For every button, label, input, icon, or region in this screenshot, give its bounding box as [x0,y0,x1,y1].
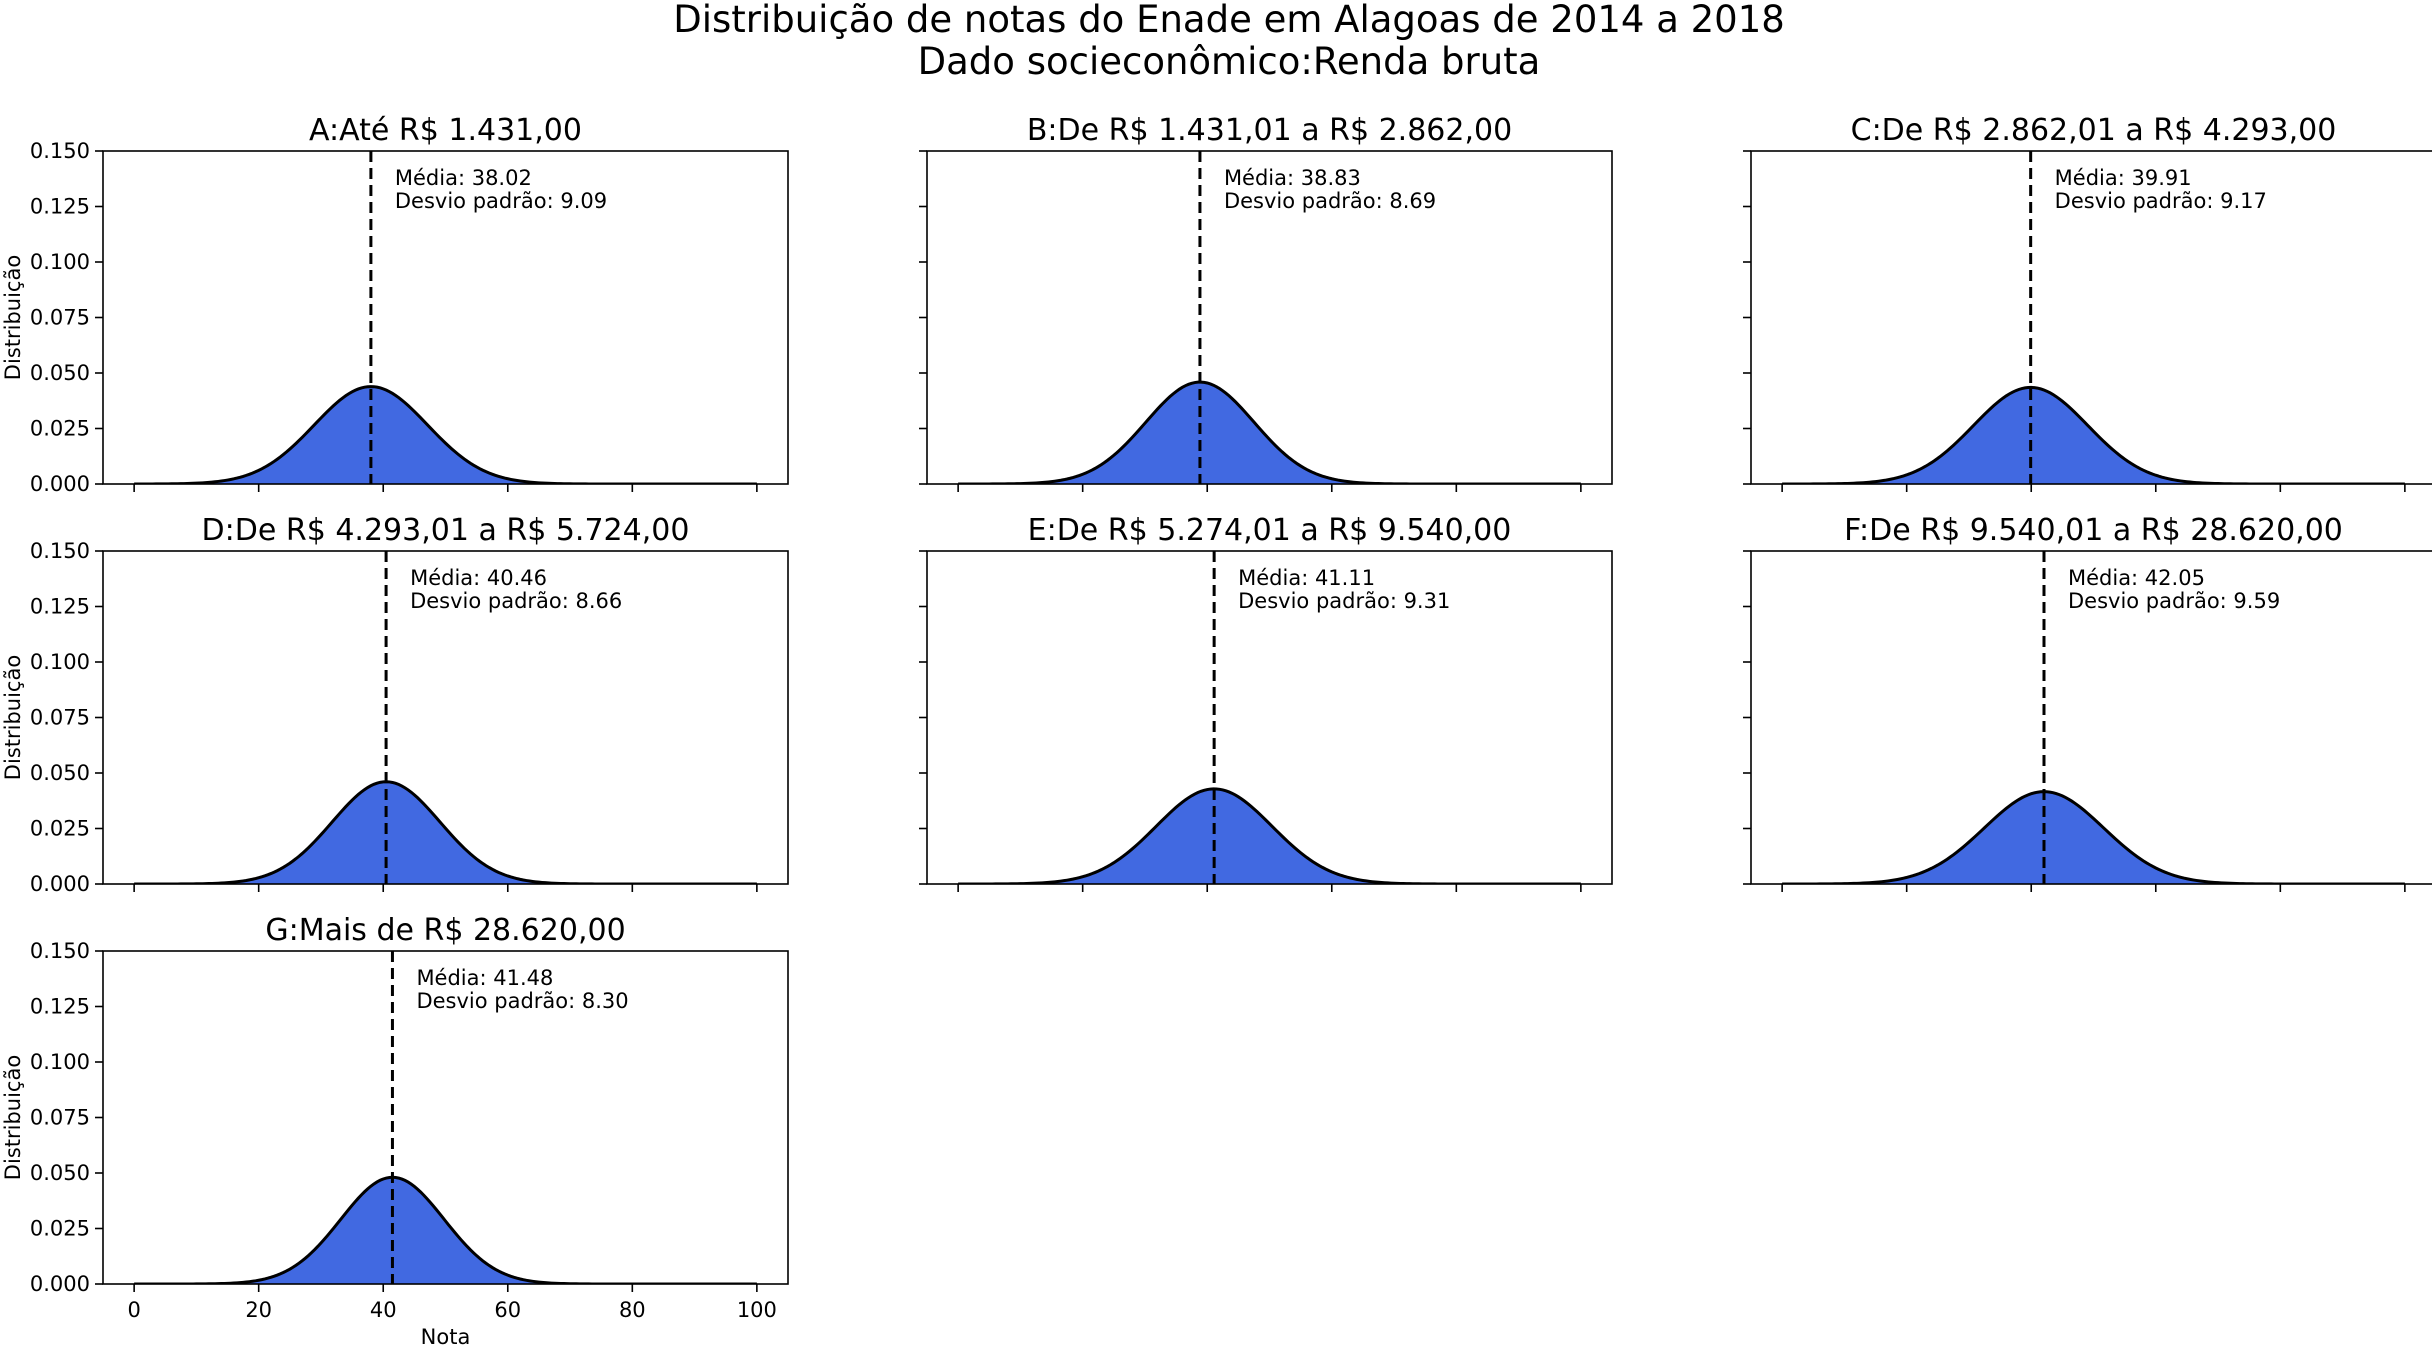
panel-a-density-area [134,386,757,484]
panel-g-density-curve [134,1175,757,1284]
panel-g: 0.000 0.025 0.050 0.075 0.100 0.125 0.150 0 20 40… [1,913,789,1349]
panel-g-density-area [134,1177,757,1284]
panel-a-ytick-label: 0.075 [30,306,90,330]
panel-a-mean-annotation: Média: 38.02 [395,166,532,190]
figure-title-line1: Distribuição de notas do Enade em Alagoa… [673,0,1785,41]
panel-d-ytick-label: 0.025 [30,817,90,841]
panel-e-title: E:De R$ 5.274,01 a R$ 9.540,00 [1028,513,1512,548]
panel-g-xtick-label: 40 [370,1298,397,1322]
panel-g-xlabel: Nota [421,1325,471,1349]
panel-g-ytick-label: 0.100 [30,1050,90,1074]
subplot-grid: 0.000 0.025 0.050 0.075 0.100 0.125 0.150 A:Até… [1,113,2432,1349]
panel-a-std-annotation: Desvio padrão: 9.09 [395,189,607,213]
panel-g-title: G:Mais de R$ 28.620,00 [265,913,625,948]
panel-g-xtick-label: 100 [737,1298,777,1322]
panel-a-ytick-label: 0.125 [30,195,90,219]
panel-g-xtick-label: 0 [127,1298,140,1322]
figure-title-line2: Dado socieconômico:Renda bruta [918,40,1541,83]
panel-c-std-annotation: Desvio padrão: 9.17 [2055,189,2267,213]
panel-g-xtick-label: 80 [619,1298,646,1322]
panel-g-std-annotation: Desvio padrão: 8.30 [416,989,628,1013]
panel-g-ytick-label: 0.150 [30,939,90,963]
panel-f-density-area [1782,791,2405,884]
panel-d-std-annotation: Desvio padrão: 8.66 [410,589,622,613]
panel-d-ytick-label: 0.125 [30,595,90,619]
panel-d-density-curve [134,780,757,884]
panel-a-ytick-label: 0.050 [30,361,90,385]
panel-e-mean-annotation: Média: 41.11 [1238,566,1375,590]
panel-b-density-curve [958,380,1581,484]
panel-e: E:De R$ 5.274,01 a R$ 9.540,00 Média: 41.… [919,513,1613,892]
panel-b-density-area [958,382,1581,484]
panel-g-ytick-label: 0.050 [30,1161,90,1185]
panel-d-ytick-label: 0.050 [30,761,90,785]
panel-g-xtick-label: 60 [494,1298,521,1322]
panel-g-ylabel: Distribuição [1,1055,25,1180]
panel-g-ytick-label: 0.125 [30,995,90,1019]
panel-a: 0.000 0.025 0.050 0.075 0.100 0.125 0.150 A:Até… [1,113,789,496]
panel-f-std-annotation: Desvio padrão: 9.59 [2068,589,2280,613]
panel-c-density-area [1782,387,2405,484]
panel-a-ytick-label: 0.000 [30,472,90,496]
panel-a-ytick-label: 0.100 [30,250,90,274]
panel-d-ytick-label: 0.150 [30,539,90,563]
panel-d-ylabel: Distribuição [1,655,25,780]
panel-g-ytick-label: 0.000 [30,1272,90,1296]
panel-a-ytick-label: 0.150 [30,139,90,163]
panel-c-mean-annotation: Média: 39.91 [2055,166,2192,190]
panel-f-title: F:De R$ 9.540,01 a R$ 28.620,00 [1844,513,2343,548]
panel-d-ytick-label: 0.100 [30,650,90,674]
panel-d-ytick-label: 0.075 [30,706,90,730]
panel-e-density-curve [958,787,1581,884]
panel-a-title: A:Até R$ 1.431,00 [309,113,582,148]
panel-e-std-annotation: Desvio padrão: 9.31 [1238,589,1450,613]
panel-f-mean-annotation: Média: 42.05 [2068,566,2205,590]
panel-d-density-area [134,781,757,884]
panel-g-mean-annotation: Média: 41.48 [416,966,553,990]
panel-d: 0.000 0.025 0.050 0.075 0.100 0.125 0.150 D:De … [1,513,789,896]
panel-a-ylabel: Distribuição [1,255,25,380]
panel-d-title: D:De R$ 4.293,01 a R$ 5.724,00 [202,513,690,548]
panel-f: F:De R$ 9.540,01 a R$ 28.620,00 Média: 42… [1743,513,2432,892]
panel-b-std-annotation: Desvio padrão: 8.69 [1224,189,1436,213]
panel-d-mean-annotation: Média: 40.46 [410,566,547,590]
panel-b-title: B:De R$ 1.431,01 a R$ 2.862,00 [1027,113,1512,148]
panel-e-density-area [958,788,1581,884]
panel-g-ytick-label: 0.075 [30,1106,90,1130]
panel-g-xtick-label: 20 [245,1298,272,1322]
panel-c-density-curve [1782,385,2405,484]
panel-a-ytick-label: 0.025 [30,417,90,441]
panel-a-density-curve [134,385,757,484]
panel-c-title: C:De R$ 2.862,01 a R$ 4.293,00 [1851,113,2337,148]
panel-d-ytick-label: 0.000 [30,872,90,896]
panel-b: B:De R$ 1.431,01 a R$ 2.862,00 Média: 38.… [919,113,1613,492]
panel-g-ytick-label: 0.025 [30,1217,90,1241]
panel-b-mean-annotation: Média: 38.83 [1224,166,1361,190]
panel-c: C:De R$ 2.862,01 a R$ 4.293,00 Média: 39.… [1743,113,2432,492]
